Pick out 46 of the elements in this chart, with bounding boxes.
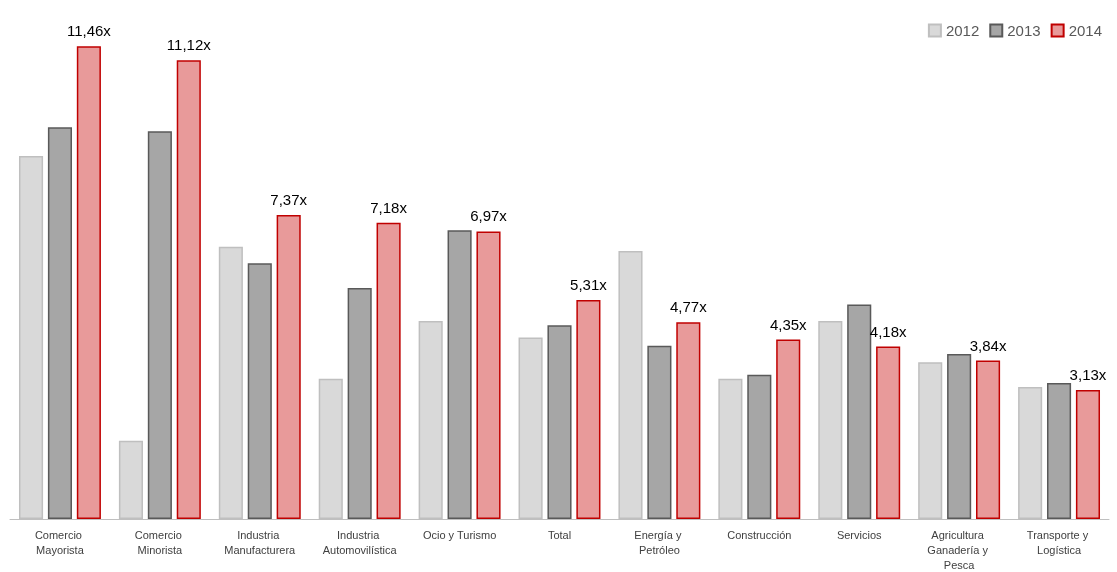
- data-label: 4,77x: [669, 298, 708, 316]
- bar: [976, 360, 1001, 519]
- x-tick-label: Servicios: [836, 528, 883, 541]
- bar: [447, 230, 472, 519]
- bar: [47, 127, 72, 519]
- legend-label: 2014: [1068, 22, 1103, 39]
- data-label: 3,84x: [969, 336, 1007, 354]
- data-label: 7,18x: [370, 198, 408, 216]
- data-label: 4,35x: [769, 315, 808, 333]
- legend-label: 2013: [1007, 22, 1041, 39]
- bar: [347, 288, 372, 519]
- x-tick-label: Industria Manufacturera: [224, 528, 297, 556]
- bar: [1047, 382, 1072, 519]
- x-tick-label: Transporte y Logística: [1026, 528, 1092, 556]
- bar: [676, 322, 701, 519]
- bar: [276, 214, 301, 519]
- x-tick-label: Total: [547, 528, 572, 541]
- x-tick-label: Comercio Minorista: [134, 528, 185, 556]
- data-label: 11,46x: [66, 22, 112, 40]
- legend-label: 2012: [945, 22, 980, 39]
- bar: [547, 325, 572, 519]
- data-label: 3,13x: [1069, 365, 1107, 383]
- bar: [376, 222, 401, 519]
- bar: [576, 299, 601, 519]
- bar: [176, 60, 201, 519]
- bar: [947, 354, 972, 519]
- bar: [847, 304, 872, 519]
- bar: [147, 131, 172, 519]
- x-tick-label: Agricultura Ganadería y Pesca: [927, 528, 991, 571]
- data-label: 5,31x: [570, 275, 608, 293]
- bar: [1075, 389, 1101, 519]
- x-tick-label: Industria Automovilística: [322, 528, 398, 556]
- x-tick-label: Ocio y Turismo: [422, 528, 497, 541]
- x-tick-label: Construcción: [727, 528, 792, 541]
- bar: [776, 339, 801, 519]
- bar: [647, 345, 672, 519]
- data-label: 7,37x: [270, 190, 308, 208]
- bar: [476, 231, 501, 519]
- x-tick-label: Comercio Mayorista: [34, 528, 86, 556]
- bar: [76, 46, 101, 519]
- bar: [876, 346, 901, 519]
- bar: [247, 263, 272, 519]
- data-label: 11,12x: [166, 36, 212, 54]
- x-tick-label: Energía y Petróleo: [634, 528, 685, 556]
- bar: [747, 374, 772, 519]
- data-label: 6,97x: [470, 207, 508, 225]
